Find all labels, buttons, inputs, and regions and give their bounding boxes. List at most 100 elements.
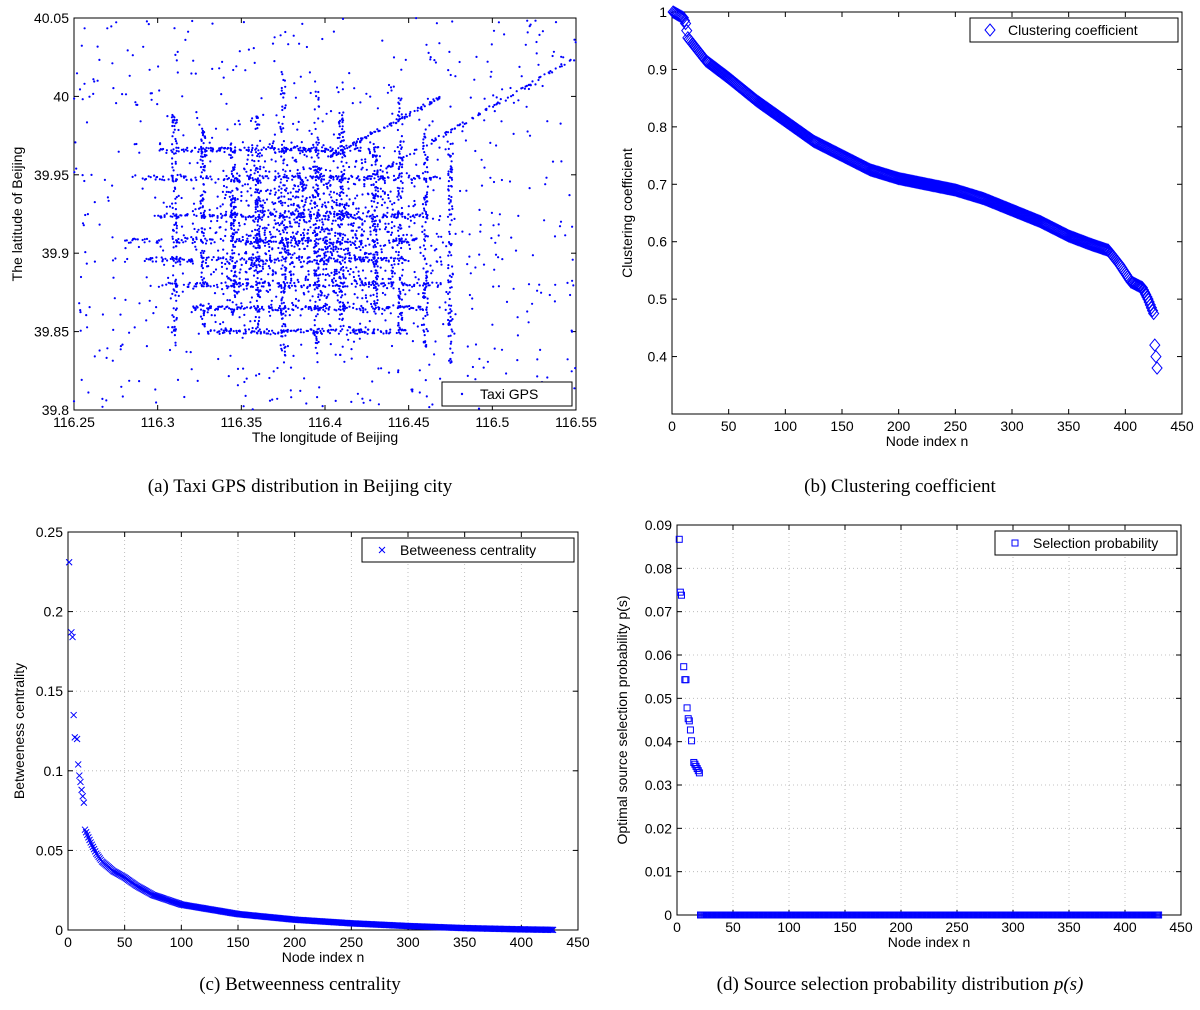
data-point xyxy=(373,253,376,256)
data-point xyxy=(398,187,401,190)
data-point xyxy=(192,202,196,205)
data-point xyxy=(374,219,377,222)
data-point xyxy=(399,140,402,143)
data-point xyxy=(208,238,211,241)
data-point xyxy=(277,259,280,262)
data-point xyxy=(121,395,124,398)
data-point xyxy=(381,307,384,310)
data-point xyxy=(174,137,177,141)
data-point xyxy=(341,345,344,348)
data-point xyxy=(239,240,242,243)
data-point xyxy=(387,83,391,87)
data-point xyxy=(281,317,284,320)
data-point xyxy=(449,357,452,361)
data-point xyxy=(375,180,378,184)
data-point xyxy=(231,174,235,177)
data-point xyxy=(120,385,123,388)
data-point xyxy=(236,384,239,387)
data-point xyxy=(304,186,307,189)
data-point xyxy=(180,175,183,178)
data-point xyxy=(531,302,534,305)
data-point xyxy=(133,143,136,146)
data-point xyxy=(262,166,265,169)
data-point xyxy=(162,201,165,204)
data-point xyxy=(371,224,374,227)
data-point xyxy=(312,213,316,216)
data-point xyxy=(363,331,366,334)
data-point xyxy=(341,217,344,220)
data-point xyxy=(401,123,404,126)
data-point xyxy=(249,187,252,190)
data-point xyxy=(171,162,174,165)
data-point xyxy=(74,761,82,768)
data-point xyxy=(339,353,342,356)
data-point xyxy=(271,308,274,311)
data-point xyxy=(315,147,318,150)
data-point xyxy=(373,148,376,151)
data-point xyxy=(389,277,392,281)
data-point xyxy=(341,214,344,217)
data-point xyxy=(258,152,262,155)
data-point xyxy=(173,325,176,328)
data-point xyxy=(221,60,224,64)
data-point xyxy=(453,217,456,220)
data-point xyxy=(518,65,521,68)
data-point xyxy=(548,293,551,297)
data-point xyxy=(155,401,158,404)
data-point xyxy=(174,208,177,211)
a-legend-label: Taxi GPS xyxy=(480,386,538,402)
data-point xyxy=(469,96,472,99)
data-point xyxy=(317,138,320,141)
data-point xyxy=(207,147,210,150)
data-point xyxy=(121,93,124,96)
data-point xyxy=(454,232,457,235)
data-point xyxy=(319,230,322,234)
data-point xyxy=(233,123,237,126)
data-point xyxy=(138,151,141,154)
data-point xyxy=(184,214,187,217)
data-point xyxy=(343,169,346,172)
data-point xyxy=(324,273,327,277)
data-point xyxy=(123,260,127,263)
data-point xyxy=(401,116,404,119)
data-point xyxy=(334,279,337,282)
data-point xyxy=(390,233,393,236)
data-point xyxy=(310,328,313,331)
data-point xyxy=(256,170,259,174)
data-point xyxy=(371,155,374,158)
data-point xyxy=(395,118,398,121)
data-point xyxy=(183,395,186,399)
data-point xyxy=(237,285,241,288)
data-point xyxy=(262,308,265,311)
data-point xyxy=(468,233,471,236)
data-point xyxy=(284,85,287,88)
data-point xyxy=(185,350,188,353)
data-point xyxy=(284,201,287,204)
data-point xyxy=(201,267,204,270)
data-point xyxy=(199,200,202,203)
data-point xyxy=(494,241,497,244)
data-point xyxy=(418,118,421,121)
data-point xyxy=(244,218,247,221)
data-point xyxy=(284,106,287,109)
data-point xyxy=(230,180,233,183)
data-point xyxy=(203,131,206,134)
data-point xyxy=(439,215,442,218)
data-point xyxy=(315,262,319,265)
data-point xyxy=(293,265,296,268)
data-point xyxy=(155,241,158,244)
data-point xyxy=(279,309,282,312)
data-point xyxy=(294,221,297,224)
data-point xyxy=(321,258,324,261)
data-point xyxy=(318,308,321,311)
data-point xyxy=(269,211,272,214)
data-point xyxy=(384,228,387,231)
data-point xyxy=(172,274,175,277)
data-point xyxy=(171,314,174,317)
data-point xyxy=(338,180,341,183)
data-point xyxy=(419,308,422,311)
data-point xyxy=(282,290,285,293)
data-point xyxy=(514,249,518,252)
data-point xyxy=(468,293,471,297)
data-point xyxy=(172,180,175,183)
